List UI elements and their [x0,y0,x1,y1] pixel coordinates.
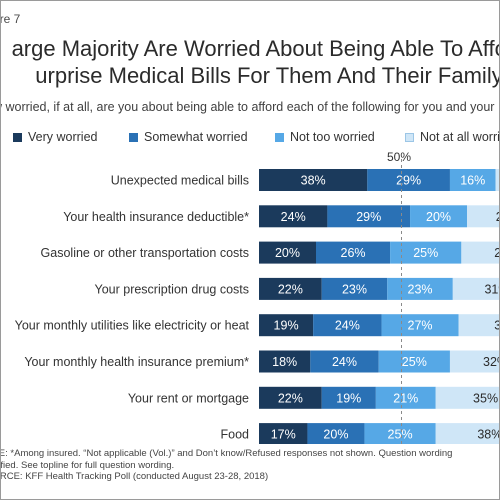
legend-label: Not too worried [290,130,375,144]
data-label: 24% [281,210,306,224]
bar-segment [259,277,322,300]
bar-segment [259,205,328,228]
category-label: Your prescription drug costs [95,282,249,296]
chart-legend: Very worried Somewhat worried Not too wo… [1,130,500,146]
bar-segment [364,423,436,444]
figure-label: ure 7 [0,12,21,26]
legend-label: Somewhat worried [144,130,248,144]
data-label: 27% [408,319,433,333]
bar-segment [367,169,450,191]
bar-segment [435,423,499,444]
chart-notes: TE: *Among insured. “Not applicable (Vol… [0,448,453,483]
source-line: URCE: KFF Health Tracking Poll (conducte… [0,471,269,482]
bar-segment [327,205,411,228]
bar-segment [313,314,382,337]
bar-segment [410,205,468,228]
legend-item-not-at-all-worried: Not at all worri [405,130,500,144]
data-label: 21% [393,391,418,405]
bar-segment [452,277,499,300]
bar-segment [435,386,499,409]
legend-swatch [405,132,414,142]
bar-segment [316,241,391,264]
data-label: 30 [494,319,500,333]
data-label: 25% [402,355,427,369]
data-label: 24% [335,319,360,333]
bar-segment [467,205,499,228]
data-label: 38% [477,428,500,442]
data-label: 29% [396,174,421,188]
bar-segment [310,350,379,373]
category-label: Gasoline or other transportation costs [41,246,249,260]
note-line-1: TE: *Among insured. “Not applicable (Vol… [0,448,453,459]
bar-segment [387,277,453,300]
stacked-bar-chart: Unexpected medical bills 38% 29% 16% Your he… [15,159,500,444]
legend-swatch [275,132,284,142]
bar-segment [307,423,365,444]
data-label: 25% [413,246,438,260]
data-label: 28 [494,246,500,260]
data-label: 32% [483,355,500,369]
legend-label: Not at all worri [420,130,500,144]
bar-segment [458,314,499,337]
bar-segment [378,350,450,373]
data-label: 17% [271,428,296,442]
fifty-percent-label: 50% [387,150,412,164]
bar-segment [390,241,462,264]
data-label: 31% [484,282,500,296]
data-label: 20% [275,246,300,260]
category-label: Your health insurance deductible* [63,210,249,224]
data-label: 25% [388,428,413,442]
bar-segment [321,277,388,300]
note-line-2: dified. See topline for full question wo… [0,459,175,471]
legend-swatch [129,132,138,142]
category-label: Your monthly utilities like electricity … [15,319,250,333]
data-label: 38% [301,174,326,188]
bar-segment [259,169,368,191]
bar-segment [259,350,311,373]
data-label: 20% [426,210,451,224]
category-label: Your rent or mortgage [128,391,249,405]
chart-title-line-1: arge Majority Are Worried About Being Ab… [11,36,500,61]
bar-segment [259,423,308,444]
bar-segment [259,241,316,264]
data-label: 20% [323,428,348,442]
bar-segment [495,169,499,191]
data-label: 35% [473,391,498,405]
data-label: 24% [332,355,357,369]
bar-segment [259,386,322,409]
data-label: 23% [408,282,433,296]
data-label: 22% [278,282,303,296]
data-label: 22% [278,391,303,405]
data-label: 26% [341,246,366,260]
legend-label: Very worried [28,130,98,144]
bar-segment [381,314,459,337]
chart-title: arge Majority Are Worried About Being Ab… [1,35,500,89]
chart-title-line-2: urprise Medical Bills For Them And Their… [35,63,500,88]
bar-segment [461,241,499,264]
data-label: 23% [342,282,367,296]
legend-item-not-too-worried: Not too worried [275,130,375,144]
legend-item-somewhat-worried: Somewhat worried [129,130,248,144]
category-label: Food [221,428,250,442]
data-label: 18% [272,355,297,369]
bar-segment [449,350,499,373]
data-label: 19% [336,391,361,405]
data-label: 16% [460,174,485,188]
category-label: Unexpected medical bills [111,174,249,188]
category-label: Your monthly health insurance premium* [24,355,249,369]
data-label: 19% [274,319,299,333]
legend-item-very-worried: Very worried [13,130,97,144]
bar-segment [449,169,496,191]
chart-subtitle: w worried, if at all, are you about bein… [0,100,495,114]
data-label: 29% [356,210,381,224]
bar-segment [321,386,376,409]
bar-segment [259,314,314,337]
bar-segment [375,386,436,409]
data-label: 25 [496,210,500,224]
legend-swatch [13,132,22,142]
